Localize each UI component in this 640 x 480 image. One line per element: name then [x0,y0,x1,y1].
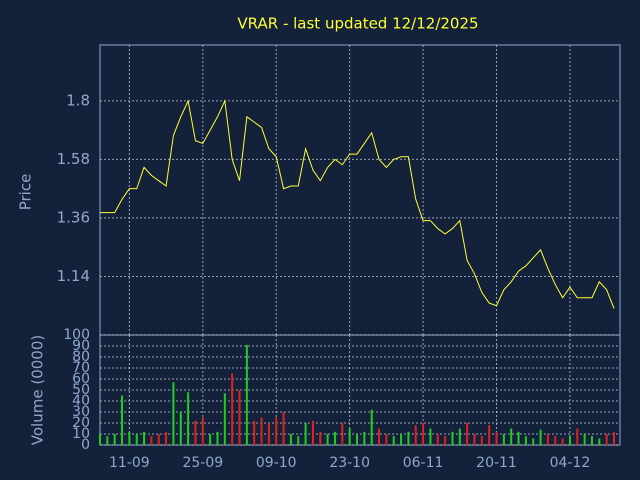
volume-bar [282,412,285,445]
volume-bar [517,431,520,445]
price-axis-label: Price [17,174,35,211]
volume-bar [480,436,483,445]
volume-tick-label: 40 [72,393,90,409]
volume-bar [598,438,601,445]
volume-bar [576,428,579,445]
price-tick-label: 1.58 [57,150,90,168]
x-tick-label: 09-10 [256,455,297,471]
volume-bar [341,423,344,445]
volume-tick-label: 10 [72,426,90,442]
volume-bar [216,431,219,445]
volume-bar [407,431,410,445]
price-tick-label: 1.36 [57,208,90,226]
volume-tick-label: 50 [72,382,90,398]
volume-bar [532,438,535,445]
volume-bar [605,434,608,445]
volume-tick-label: 100 [63,327,90,343]
volume-bar [143,431,146,445]
volume-bar [260,417,263,445]
volume-bar [510,428,513,445]
volume-bar [165,431,168,445]
volume-bar [444,436,447,445]
volume-tick-label: 60 [72,371,90,387]
volume-bar [451,431,454,445]
volume-bar [546,434,549,445]
volume-bar [495,431,498,445]
volume-bar [414,425,417,445]
volume-bar [422,423,425,445]
volume-bar [289,434,292,445]
price-tick-label: 1.14 [57,267,90,285]
volume-bar [113,434,116,445]
volume-bar [378,428,381,445]
volume-bar [333,431,336,445]
volume-bar [326,434,329,445]
volume-bar [106,436,109,445]
volume-bar [304,423,307,445]
volume-bar [209,434,212,445]
volume-bar [187,392,190,445]
volume-tick-label: 90 [72,338,90,354]
volume-bar [99,434,101,445]
volume-axis-label: Volume (0000) [29,335,47,445]
volume-bar [245,344,248,445]
volume-bar [613,431,615,445]
volume-bar [429,428,432,445]
volume-bar [436,434,439,445]
volume-bar [201,417,204,445]
x-tick-label: 23-10 [329,455,370,471]
volume-bar [356,434,358,445]
volume-bar [539,429,542,445]
chart-title: VRAR - last updated 12/12/2025 [237,15,478,33]
volume-bar [400,434,403,445]
volume-bar [473,434,476,445]
volume-bar [128,431,131,445]
volume-bar [466,423,469,445]
volume-bar [194,420,197,445]
volume-bar [172,382,175,445]
x-tick-label: 04-12 [550,455,591,471]
volume-bar [319,431,322,445]
volume-bar [458,428,461,445]
volume-bar [135,434,138,445]
volume-bar [311,420,314,445]
volume-bar [275,417,278,445]
volume-bar [392,436,395,445]
x-tick-label: 25-09 [182,455,223,471]
volume-bar [590,436,593,445]
volume-bar [157,434,160,445]
volume-bar [502,434,505,445]
volume-bar [568,436,571,445]
volume-tick-label: 30 [72,404,90,420]
volume-bar [348,428,351,445]
volume-bar [561,438,564,445]
volume-bar [231,373,234,445]
volume-bar [121,395,124,445]
volume-tick-label: 70 [72,360,90,376]
volume-bar [253,420,256,445]
x-tick-label: 06-11 [403,455,444,471]
volume-bar [583,434,586,445]
x-tick-label: 11-09 [109,455,150,471]
volume-tick-label: 0 [81,437,90,453]
price-line [100,99,615,309]
volume-bar [524,436,527,445]
volume-bar [297,436,300,445]
volume-bar [238,390,241,445]
volume-bar [385,434,388,445]
x-tick-label: 20-11 [476,455,517,471]
price-tick-label: 1.8 [66,91,90,109]
volume-tick-label: 80 [72,349,90,365]
volume-bar [370,409,373,445]
volume-bar [554,436,557,445]
volume-bar [488,425,491,445]
volume-tick-label: 20 [72,415,90,431]
volume-bar [363,431,366,445]
volume-bar [267,423,270,445]
volume-bar [179,412,182,445]
volume-bar [150,436,153,445]
volume-bar [223,393,226,445]
price-frame [99,44,621,336]
